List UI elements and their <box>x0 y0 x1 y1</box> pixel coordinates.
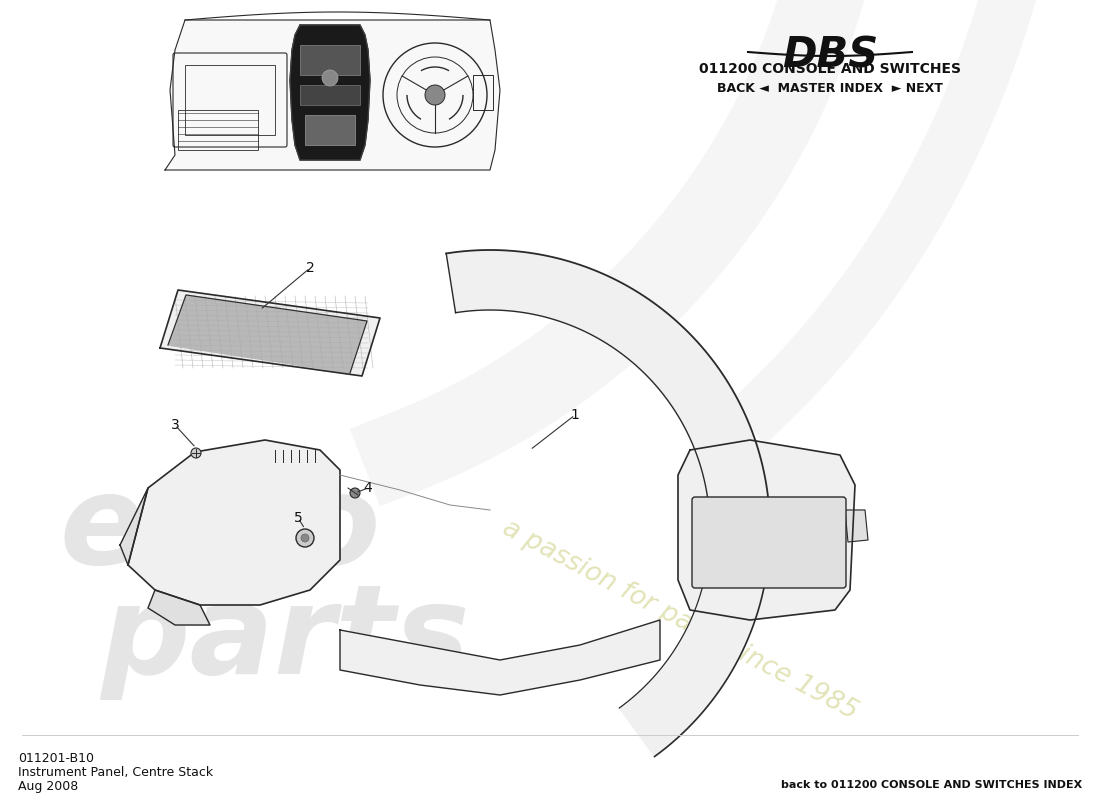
Text: 2: 2 <box>306 261 315 275</box>
FancyBboxPatch shape <box>692 497 846 588</box>
Text: back to 011200 CONSOLE AND SWITCHES INDEX: back to 011200 CONSOLE AND SWITCHES INDE… <box>781 780 1082 790</box>
Text: DBS: DBS <box>782 35 878 77</box>
Circle shape <box>301 534 309 542</box>
Bar <box>300 45 360 75</box>
Bar <box>300 85 360 105</box>
Polygon shape <box>340 620 660 695</box>
Circle shape <box>350 488 360 498</box>
Bar <box>178 110 258 150</box>
Polygon shape <box>160 290 380 376</box>
Text: Instrument Panel, Centre Stack: Instrument Panel, Centre Stack <box>18 766 213 779</box>
Bar <box>473 75 493 110</box>
Text: 011200 CONSOLE AND SWITCHES: 011200 CONSOLE AND SWITCHES <box>698 62 961 76</box>
Polygon shape <box>165 20 501 170</box>
Polygon shape <box>447 250 769 516</box>
Polygon shape <box>168 295 367 373</box>
Polygon shape <box>290 25 370 160</box>
Polygon shape <box>128 440 340 605</box>
Text: 1: 1 <box>571 408 580 422</box>
Circle shape <box>296 529 314 547</box>
Text: Aug 2008: Aug 2008 <box>18 780 78 793</box>
Bar <box>185 65 275 135</box>
Polygon shape <box>619 513 770 757</box>
Text: euro: euro <box>59 470 381 590</box>
Polygon shape <box>148 590 210 625</box>
Text: parts: parts <box>100 579 470 701</box>
Text: 5: 5 <box>294 511 302 525</box>
Text: 011201-B10: 011201-B10 <box>18 752 94 765</box>
Circle shape <box>425 85 446 105</box>
Text: BACK ◄  MASTER INDEX  ► NEXT: BACK ◄ MASTER INDEX ► NEXT <box>717 82 943 95</box>
Text: 4: 4 <box>364 481 373 495</box>
Polygon shape <box>845 510 868 542</box>
Circle shape <box>322 70 338 86</box>
Bar <box>305 115 355 145</box>
Polygon shape <box>120 488 148 565</box>
Polygon shape <box>168 295 367 373</box>
Text: 3: 3 <box>170 418 179 432</box>
Text: a passion for parts since 1985: a passion for parts since 1985 <box>498 515 862 725</box>
Circle shape <box>191 448 201 458</box>
Polygon shape <box>678 440 855 620</box>
